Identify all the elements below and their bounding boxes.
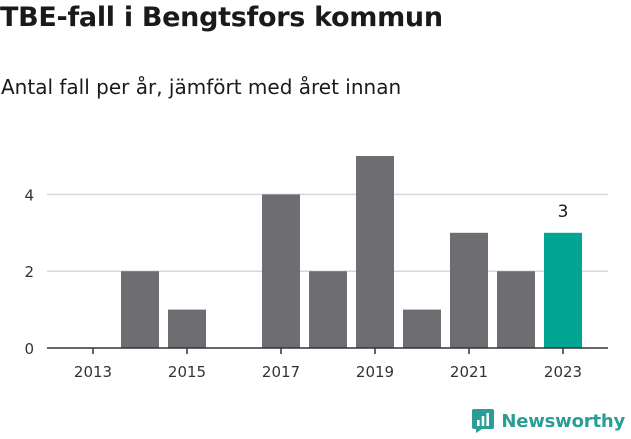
x-tick-label: 2021 — [450, 363, 488, 381]
chart-subtitle: Antal fall per år, jämfört med året inna… — [1, 75, 402, 99]
bar-chart: 3 0 2 4 2013 2015 2017 2019 2021 2023 — [24, 156, 608, 381]
y-tick-label: 4 — [24, 186, 34, 204]
x-tick-label: 2017 — [262, 363, 300, 381]
chart-title: TBE-fall i Bengtsfors kommun — [0, 2, 443, 33]
bar-2014 — [121, 271, 159, 348]
bar-2022 — [497, 271, 535, 348]
newsworthy-logo: Newsworthy — [471, 408, 625, 434]
data-label: 3 — [558, 202, 569, 222]
x-tick-label: 2015 — [168, 363, 206, 381]
newsworthy-logo-icon — [472, 409, 495, 433]
data-labels: 3 — [558, 202, 569, 222]
y-tick-label: 2 — [24, 263, 34, 281]
x-tick-label: 2019 — [356, 363, 394, 381]
bars — [121, 156, 582, 348]
axes: 0 2 4 2013 2015 2017 2019 2021 2023 — [24, 186, 608, 381]
bar-2023 — [544, 232, 582, 348]
bar-2020 — [403, 309, 441, 348]
bar-2015 — [168, 309, 206, 348]
gridlines — [47, 193, 608, 272]
brand-name: Newsworthy — [501, 410, 625, 432]
bar-2018 — [309, 271, 347, 348]
bar-2017 — [262, 194, 300, 348]
bar-2021 — [450, 232, 488, 348]
x-tick-label: 2013 — [74, 363, 112, 381]
x-tick-label: 2023 — [544, 363, 582, 381]
y-tick-label: 0 — [24, 340, 34, 358]
bar-2019 — [356, 156, 394, 348]
